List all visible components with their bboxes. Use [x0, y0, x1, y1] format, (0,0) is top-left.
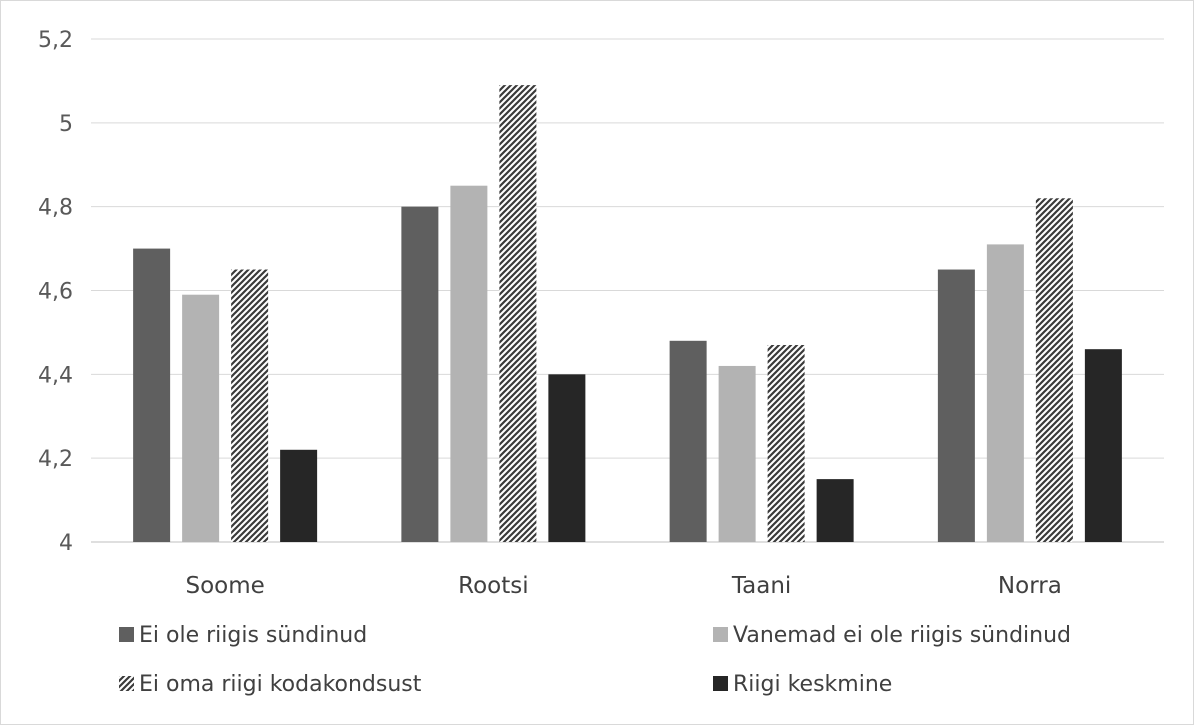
- bar: [450, 185, 488, 543]
- category-label: Norra: [998, 573, 1062, 599]
- bar: [548, 374, 586, 542]
- gridlines: [91, 38, 1164, 543]
- y-axis-tick-labels: 4 4,2 4,4 4,6 4,8 5 5,2: [38, 28, 73, 556]
- category-label: Soome: [185, 573, 264, 599]
- y-tick-label: 4,4: [38, 363, 73, 388]
- legend-swatch: [713, 676, 728, 691]
- y-tick-label: 4: [59, 531, 73, 556]
- bar: [718, 365, 756, 542]
- bar: [231, 269, 269, 542]
- legend-swatch: [119, 627, 134, 642]
- legend-label: Riigi keskmine: [733, 672, 892, 697]
- bar: [937, 269, 975, 542]
- legend-swatch: [119, 676, 134, 691]
- legend-label: Vanemad ei ole riigis sündinud: [733, 623, 1071, 648]
- legend: Ei ole riigis sündinud Vanemad ei ole rii…: [119, 623, 1071, 697]
- bar: [133, 248, 171, 543]
- category-label: Rootsi: [458, 573, 528, 599]
- bar: [767, 344, 805, 542]
- bar: [986, 244, 1024, 542]
- bar: [1035, 198, 1073, 543]
- bar: [816, 479, 854, 542]
- bar: [182, 294, 220, 542]
- y-tick-label: 4,2: [38, 447, 73, 472]
- category-labels: Soome Rootsi Taani Norra: [185, 573, 1061, 599]
- y-tick-label: 4,8: [38, 196, 73, 221]
- legend-swatch: [713, 627, 728, 642]
- bar: [669, 340, 707, 542]
- bar: [401, 206, 439, 542]
- bar: [499, 85, 537, 542]
- bars: [133, 85, 1122, 543]
- bar: [280, 449, 318, 542]
- y-tick-label: 4,6: [38, 280, 73, 305]
- legend-label: Ei ole riigis sündinud: [139, 623, 367, 648]
- category-label: Taani: [731, 573, 791, 599]
- legend-label: Ei oma riigi kodakondsust: [139, 672, 422, 697]
- y-tick-label: 5: [59, 112, 73, 137]
- bar: [1084, 349, 1122, 542]
- y-tick-label: 5,2: [38, 28, 73, 53]
